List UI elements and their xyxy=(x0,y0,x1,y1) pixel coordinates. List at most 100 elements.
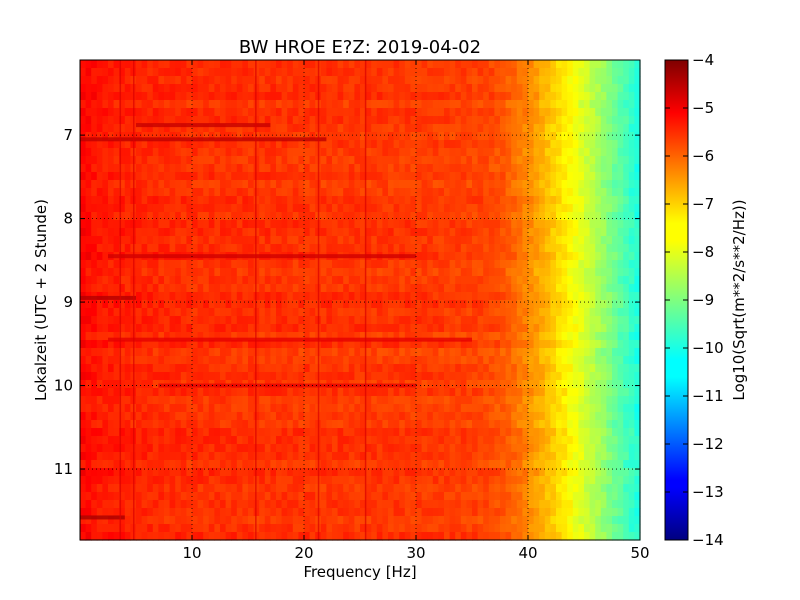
heatmap-cell xyxy=(455,196,462,205)
heatmap-cell xyxy=(505,436,512,445)
heatmap-cell xyxy=(460,92,467,101)
heatmap-cell xyxy=(634,164,641,173)
heatmap-cell xyxy=(158,284,165,293)
heatmap-cell xyxy=(371,188,378,197)
heatmap-cell xyxy=(236,308,243,317)
heatmap-cell xyxy=(634,324,641,333)
heatmap-cell xyxy=(220,212,227,221)
heatmap-cell xyxy=(197,268,204,277)
heatmap-cell xyxy=(483,316,490,325)
heatmap-cell xyxy=(511,164,518,173)
heatmap-cell xyxy=(225,68,232,77)
heatmap-cell xyxy=(264,148,271,157)
heatmap-cell xyxy=(197,420,204,429)
heatmap-cell xyxy=(270,332,277,341)
heatmap-cell xyxy=(220,388,227,397)
heatmap-cell xyxy=(494,172,501,181)
heatmap-cell xyxy=(404,60,411,69)
heatmap-cell xyxy=(197,148,204,157)
heatmap-cell xyxy=(628,156,635,165)
heatmap-cell xyxy=(628,260,635,269)
heatmap-cell xyxy=(477,324,484,333)
heatmap-cell xyxy=(528,292,535,301)
heatmap-cell xyxy=(326,164,333,173)
heatmap-cell xyxy=(180,260,187,269)
heatmap-cell xyxy=(320,364,327,373)
heatmap-cell xyxy=(460,236,467,245)
heatmap-cell xyxy=(186,260,193,269)
heatmap-cell xyxy=(460,404,467,413)
heatmap-cell xyxy=(612,284,619,293)
heatmap-cell xyxy=(500,76,507,85)
heatmap-cell xyxy=(376,364,383,373)
heatmap-cell xyxy=(427,172,434,181)
heatmap-cell xyxy=(220,404,227,413)
heatmap-cell xyxy=(388,436,395,445)
heatmap-cell xyxy=(376,332,383,341)
heatmap-cell xyxy=(488,212,495,221)
heatmap-cell xyxy=(556,92,563,101)
heatmap-cell xyxy=(612,420,619,429)
heatmap-cell xyxy=(488,340,495,349)
heatmap-cell xyxy=(578,444,585,453)
heatmap-cell xyxy=(164,132,171,141)
heatmap-cell xyxy=(578,316,585,325)
heatmap-cell xyxy=(158,404,165,413)
heatmap-cell xyxy=(298,76,305,85)
heatmap-cell xyxy=(231,220,238,229)
heatmap-cell xyxy=(270,188,277,197)
heatmap-cell xyxy=(242,116,249,125)
heatmap-cell xyxy=(320,84,327,93)
heatmap-cell xyxy=(337,404,344,413)
heatmap-cell xyxy=(600,396,607,405)
heatmap-cell xyxy=(376,212,383,221)
heatmap-cell xyxy=(460,292,467,301)
heatmap-cell xyxy=(494,324,501,333)
heatmap-cell xyxy=(343,276,350,285)
heatmap-cell xyxy=(281,76,288,85)
heatmap-cell xyxy=(612,356,619,365)
heatmap-cell xyxy=(80,284,87,293)
heatmap-cell xyxy=(264,268,271,277)
heatmap-cell xyxy=(393,204,400,213)
heatmap-cell xyxy=(236,300,243,309)
heatmap-cell xyxy=(281,236,288,245)
heatmap-cell xyxy=(617,124,624,133)
heatmap-cell xyxy=(522,300,529,309)
heatmap-cell xyxy=(528,284,535,293)
heatmap-cell xyxy=(623,308,630,317)
heatmap-cell xyxy=(225,276,232,285)
heatmap-cell xyxy=(304,148,311,157)
heatmap-cell xyxy=(242,356,249,365)
heatmap-cell xyxy=(556,172,563,181)
heatmap-cell xyxy=(180,316,187,325)
heatmap-cell xyxy=(124,396,131,405)
heatmap-cell xyxy=(539,388,546,397)
heatmap-cell xyxy=(388,132,395,141)
heatmap-cell xyxy=(376,388,383,397)
heatmap-cell xyxy=(214,356,221,365)
heatmap-cell xyxy=(516,252,523,261)
heatmap-cell xyxy=(231,244,238,253)
heatmap-cell xyxy=(326,452,333,461)
heatmap-cell xyxy=(220,284,227,293)
heatmap-cell xyxy=(85,148,92,157)
heatmap-cell xyxy=(220,300,227,309)
heatmap-cell xyxy=(236,164,243,173)
heatmap-cell xyxy=(119,276,126,285)
heatmap-cell xyxy=(270,372,277,381)
heatmap-cell xyxy=(354,372,361,381)
heatmap-cell xyxy=(348,420,355,429)
heatmap-cell xyxy=(399,292,406,301)
heatmap-cell xyxy=(264,60,271,69)
heatmap-cell xyxy=(444,380,451,389)
heatmap-cell xyxy=(337,444,344,453)
heatmap-cell xyxy=(102,436,109,445)
heatmap-cell xyxy=(186,308,193,317)
heatmap-cell xyxy=(80,340,87,349)
heatmap-cell xyxy=(102,148,109,157)
heatmap-cell xyxy=(119,260,126,269)
heatmap-cell xyxy=(225,220,232,229)
heatmap-cell xyxy=(348,412,355,421)
heatmap-cell xyxy=(192,124,199,133)
